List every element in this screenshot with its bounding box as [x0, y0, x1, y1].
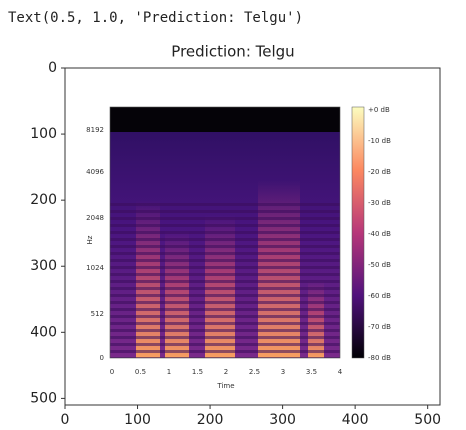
image-x-label: 0.5: [135, 368, 146, 376]
output-text: Text(0.5, 1.0, 'Prediction: Telgu'): [8, 10, 303, 26]
colorbar-label: -10 dB: [368, 137, 391, 145]
image-y-label: 1024: [86, 264, 104, 272]
image-y-label: 4096: [86, 168, 104, 176]
image-x-label: 3.5: [306, 368, 317, 376]
image-x-title: Time: [216, 382, 234, 390]
image-y-label: 512: [91, 310, 104, 318]
spectrogram-band: [110, 107, 340, 132]
colorbar-label: +0 dB: [368, 106, 390, 114]
x-tick-label: 300: [269, 412, 296, 428]
spectrogram-energy: [110, 180, 340, 358]
image-x-label: 1.5: [192, 368, 203, 376]
spectrogram-image: [109, 106, 365, 359]
y-tick-label: 300: [30, 258, 57, 274]
y-tick-label: 500: [30, 390, 57, 406]
x-tick-label: 100: [124, 412, 151, 428]
colorbar-label: -20 dB: [368, 168, 391, 176]
image-y-label: 2048: [86, 214, 104, 222]
colorbar: [351, 106, 365, 359]
y-tick-label: 0: [48, 60, 57, 76]
image-y-label: 0: [100, 354, 104, 362]
colorbar-label: -50 dB: [368, 261, 391, 269]
image-x-label: 2: [224, 368, 228, 376]
x-tick-label: 0: [61, 412, 70, 428]
x-tick-label: 200: [197, 412, 224, 428]
axes-frame: [64, 67, 441, 406]
image-x-label: 0: [110, 368, 114, 376]
image-y-title: Hz: [86, 235, 94, 244]
image-y-label: 8192: [86, 126, 104, 134]
x-tick-label: 400: [342, 412, 369, 428]
colorbar-label: -60 dB: [368, 292, 391, 300]
y-tick-label: 200: [30, 192, 57, 208]
image-x-label: 3: [281, 368, 285, 376]
image-x-label: 1: [167, 368, 171, 376]
y-tick-label: 400: [30, 324, 57, 340]
image-x-label: 2.5: [249, 368, 260, 376]
chart-title: Prediction: Telgu: [171, 43, 294, 61]
y-tick-label: 100: [30, 126, 57, 142]
x-tick-label: 500: [414, 412, 441, 428]
colorbar-label: -80 dB: [368, 354, 391, 362]
colorbar-label: -30 dB: [368, 199, 391, 207]
colorbar-label: -40 dB: [368, 230, 391, 238]
colorbar-label: -70 dB: [368, 323, 391, 331]
image-x-label: 4: [338, 368, 343, 376]
